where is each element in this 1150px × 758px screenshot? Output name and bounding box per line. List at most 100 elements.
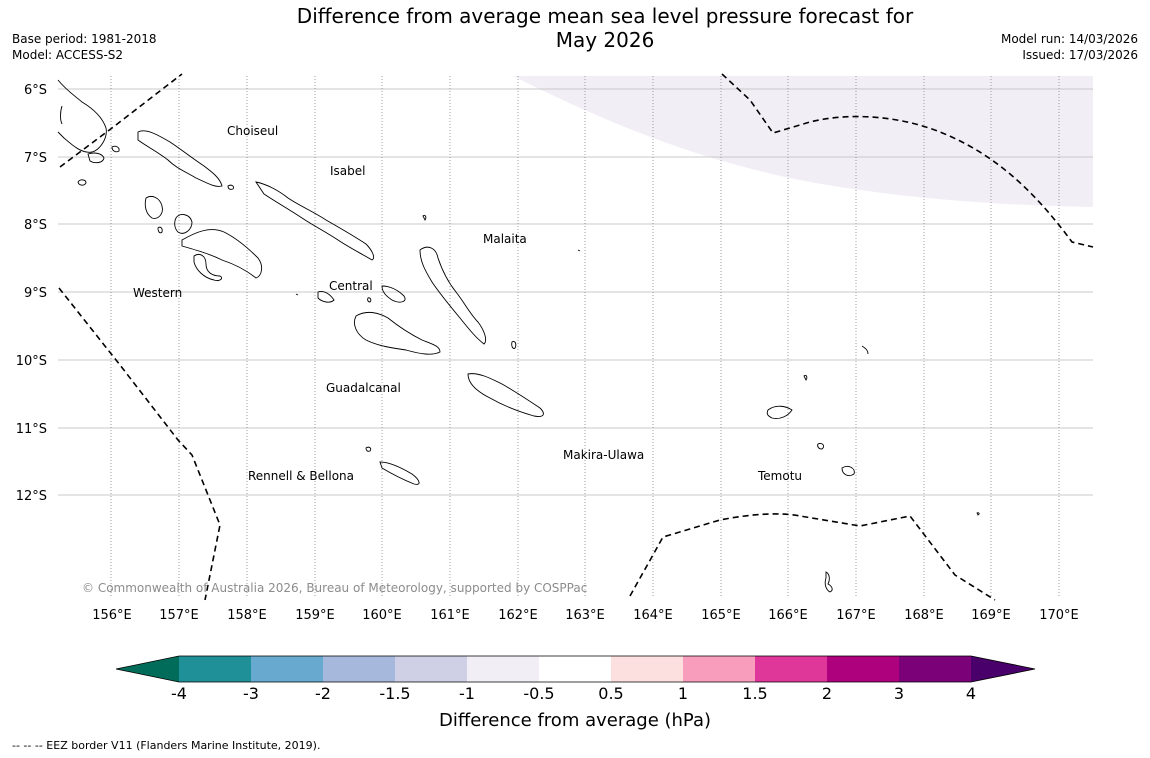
lat-label: 9°S: [24, 286, 47, 301]
lon-label: 161°E: [430, 608, 470, 623]
colorbar-tick: 3: [894, 684, 904, 703]
island-reef: [861, 345, 869, 355]
island-small-guadal: [367, 297, 372, 303]
colorbar-over-arrow: [971, 656, 1035, 682]
colorbar-segments: [179, 656, 971, 682]
eez-border-northeast: [721, 73, 1094, 248]
colorbar-label: Difference from average (hPa): [439, 710, 711, 731]
island-small-3: [227, 184, 234, 190]
colorbar-segment: [899, 656, 971, 682]
colorbar-ticks: -4 -3 -2 -1.5 -1 -0.5 0.5 1 1.5 2 3 4: [171, 684, 976, 703]
lon-label: 157°E: [159, 608, 199, 623]
lon-label: 163°E: [565, 608, 605, 623]
lon-label: 164°E: [633, 608, 673, 623]
island-ontong: [295, 293, 299, 296]
colorbar-tick: -3: [243, 684, 259, 703]
lon-label: 158°E: [227, 608, 267, 623]
lat-label: 10°S: [16, 354, 47, 369]
model-run: Model run: 14/03/2026: [1000, 32, 1138, 46]
island-malaita: [419, 246, 487, 345]
issued-date: Issued: 17/03/2026: [1022, 48, 1138, 62]
island-choiseul: [137, 130, 223, 187]
lon-label: 169°E: [971, 608, 1011, 623]
pressure-anomaly-shading: [513, 76, 1093, 207]
island-santa-cruz: [766, 405, 793, 419]
island-kolombangara: [174, 214, 193, 234]
province-label: Choiseul: [227, 124, 278, 138]
colorbar-tick: -2: [315, 684, 331, 703]
colorbar-under-arrow: [116, 656, 179, 682]
colorbar-segment: [827, 656, 899, 682]
province-label: Guadalcanal: [326, 381, 401, 395]
lon-label: 170°E: [1039, 608, 1079, 623]
colorbar-segment: [755, 656, 827, 682]
model-name: Model: ACCESS-S2: [12, 48, 124, 62]
province-label: Central: [329, 279, 373, 293]
island-ulawa: [511, 341, 517, 349]
province-label: Rennell & Bellona: [248, 469, 354, 483]
lon-label: 156°E: [92, 608, 132, 623]
island-utupua: [817, 443, 825, 450]
colorbar-tick: 2: [822, 684, 832, 703]
meta-left: Base period: 1981-2018 Model: ACCESS-S2: [12, 31, 157, 63]
island-sikaiana: [577, 249, 581, 252]
colorbar-segment: [179, 656, 251, 682]
colorbar-tick: -1: [459, 684, 475, 703]
province-label: Western: [133, 286, 182, 300]
colorbar-segment: [683, 656, 755, 682]
island-new-georgia: [181, 229, 263, 279]
island-bellona: [365, 446, 372, 452]
island-makira: [467, 373, 544, 417]
island-guadalcanal: [354, 311, 441, 355]
province-label: Makira-Ulawa: [563, 448, 644, 462]
colorbar: -4 -3 -2 -1.5 -1 -0.5 0.5 1 1.5 2 3 4 Di…: [115, 655, 1036, 731]
colorbar-segment: [611, 656, 683, 682]
island-small-malaita: [422, 214, 427, 221]
colorbar-tick: -0.5: [523, 684, 554, 703]
colorbar-segment: [539, 656, 611, 682]
longitude-labels: 156°E 157°E 158°E 159°E 160°E 161°E 162°…: [92, 608, 1079, 623]
colorbar-segment: [251, 656, 323, 682]
island-ranongga: [157, 226, 163, 234]
island-rennell: [379, 461, 420, 485]
lat-label: 6°S: [24, 83, 47, 98]
island-duff: [803, 374, 808, 381]
island-russell: [317, 291, 335, 303]
colorbar-tick: -4: [171, 684, 187, 703]
lon-label: 167°E: [836, 608, 876, 623]
island-bougainville: [57, 79, 107, 153]
eez-border-west: [58, 287, 221, 601]
title-line-2: May 2026: [555, 28, 655, 52]
base-period: Base period: 1981-2018: [12, 32, 157, 46]
title-line-1: Difference from average mean sea level p…: [296, 4, 914, 28]
eez-border: [58, 73, 1094, 601]
colorbar-outline: [115, 655, 1036, 683]
island-small-2: [111, 145, 120, 153]
lon-label: 168°E: [904, 608, 944, 623]
lat-label: 12°S: [16, 489, 47, 504]
copyright-notice: © Commonwealth of Australia 2026, Bureau…: [82, 581, 587, 595]
island-anuta: [824, 571, 833, 593]
eez-border-southeast: [629, 513, 996, 601]
colorbar-segment: [323, 656, 395, 682]
lon-label: 160°E: [362, 608, 402, 623]
lat-label: 11°S: [16, 422, 47, 437]
island-shortland: [87, 152, 105, 164]
meta-right: Model run: 14/03/2026 Issued: 17/03/2026: [1001, 31, 1138, 63]
province-label: Isabel: [330, 164, 365, 178]
colorbar-tick: 1.5: [742, 684, 767, 703]
lon-label: 159°E: [295, 608, 335, 623]
province-label: Malaita: [483, 232, 527, 246]
colorbar-tick: 0.5: [598, 684, 623, 703]
island-rendova: [193, 253, 223, 281]
island-buka: [60, 105, 63, 125]
lat-label: 8°S: [24, 218, 47, 233]
colorbar-segment: [395, 656, 467, 682]
eez-border-northwest: [59, 73, 183, 168]
island-florida: [381, 285, 406, 303]
island-tikopia: [976, 512, 980, 516]
island-vanikoro: [841, 465, 855, 477]
island-vella-lavella: [144, 195, 163, 219]
province-labels: Choiseul Isabel Malaita Western Central …: [133, 124, 802, 483]
